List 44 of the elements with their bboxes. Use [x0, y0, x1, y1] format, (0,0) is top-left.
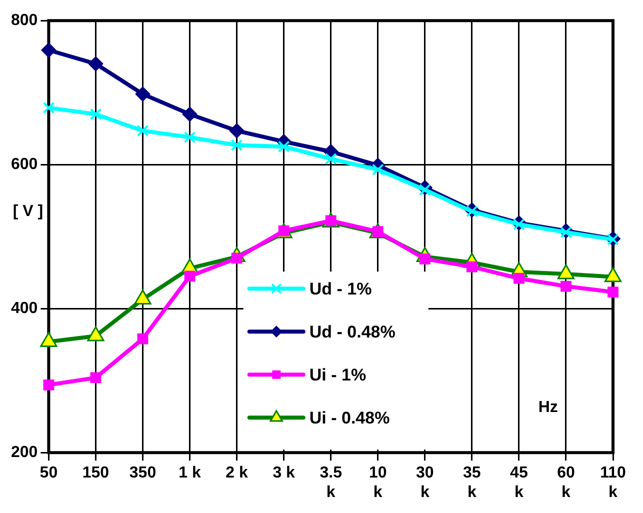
y-tick-label: 600	[10, 156, 38, 174]
x-tick-label: 150	[82, 464, 110, 482]
x-tick-label: 10 k	[368, 464, 387, 501]
point	[184, 270, 196, 282]
x-tick-label: 3 k	[272, 464, 296, 482]
point	[184, 131, 196, 144]
x-tick-label: 30 k	[416, 464, 434, 501]
point	[136, 124, 149, 137]
legend-label: Ui - 0.48%	[309, 408, 390, 428]
point	[560, 280, 572, 292]
annotation: Hz	[538, 399, 558, 416]
y-tick-label: 800	[10, 12, 38, 30]
x-tick-label: 45 k	[510, 464, 528, 501]
point	[41, 42, 56, 58]
x-tick-label: 50	[40, 464, 58, 482]
legend-label: Ud - 1%	[309, 279, 372, 298]
point	[230, 139, 243, 152]
point	[90, 108, 102, 120]
point	[137, 333, 148, 344]
point	[324, 152, 337, 165]
point	[88, 56, 104, 72]
y-tick-label: 400	[10, 300, 38, 318]
point	[90, 372, 102, 384]
y-tick-label: 200	[10, 444, 38, 462]
point	[229, 123, 244, 138]
point	[43, 379, 54, 390]
x-tick-label: 350	[129, 464, 156, 482]
point	[372, 164, 384, 176]
x-tick-label: 3.5 k	[320, 464, 342, 501]
legend-label: Ui - 1%	[309, 365, 366, 384]
point	[514, 272, 524, 284]
x-tick-label: 35 k	[463, 464, 481, 501]
point	[608, 286, 618, 298]
x-tick-label: 60 k	[557, 464, 575, 501]
x-tick-label: 1 k	[178, 464, 201, 482]
point	[182, 106, 198, 122]
point	[42, 102, 55, 114]
legend-label: Ud - 0.48%	[309, 322, 396, 342]
point	[135, 86, 150, 102]
y-axis-title: [ V ]	[12, 203, 44, 220]
x-tick-label: 2 k	[226, 464, 248, 482]
x-tick-label: 110 k	[600, 464, 626, 501]
point	[466, 261, 478, 272]
point	[560, 226, 572, 238]
